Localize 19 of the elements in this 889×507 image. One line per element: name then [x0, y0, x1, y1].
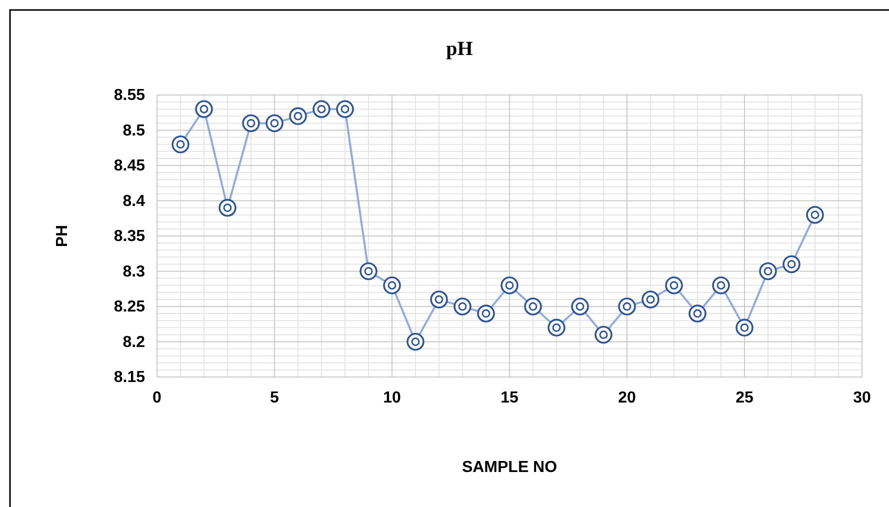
chart-title: pH — [446, 38, 474, 60]
x-tick-label: 10 — [383, 389, 401, 406]
y-tick-label: 8.2 — [122, 334, 146, 351]
y-tick-label: 8.3 — [122, 263, 146, 280]
y-axis-title: PH — [54, 224, 71, 248]
y-tick-label: 8.55 — [114, 87, 146, 104]
x-tick-label: 5 — [270, 389, 280, 406]
y-tick-label: 8.4 — [122, 192, 146, 210]
y-tick-label: 8.45 — [114, 158, 146, 175]
x-tick-label: 20 — [618, 389, 636, 406]
x-axis-title: SAMPLE NO — [462, 459, 558, 476]
x-tick-label: 30 — [853, 389, 871, 406]
y-tick-label: 8.15 — [114, 369, 146, 386]
y-tick-label: 8.25 — [114, 298, 146, 316]
y-tick-label: 8.5 — [122, 122, 146, 140]
x-tick-label: 0 — [152, 389, 162, 406]
y-tick-label: 8.35 — [114, 228, 146, 246]
x-tick-label: 15 — [500, 389, 518, 406]
x-tick-label: 25 — [736, 389, 754, 406]
